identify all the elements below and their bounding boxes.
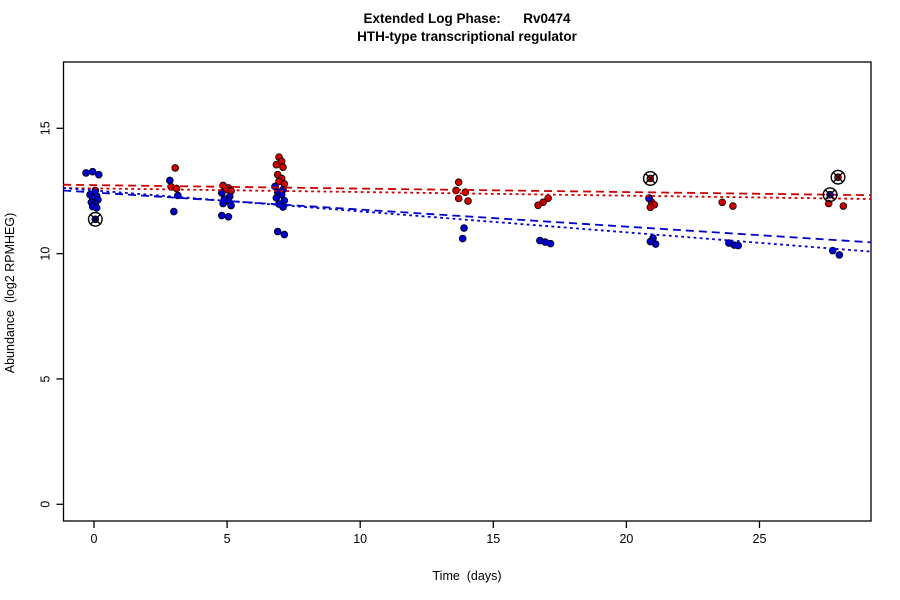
outlier-cross bbox=[645, 173, 656, 184]
chart-subtitle: HTH-type transcriptional regulator bbox=[357, 29, 578, 44]
data-point-condition-blue bbox=[92, 203, 101, 212]
data-point-condition-red bbox=[454, 178, 463, 187]
x-tick-label: 5 bbox=[224, 532, 231, 546]
data-point-condition-red bbox=[729, 202, 737, 210]
data-point-condition-blue bbox=[166, 176, 174, 185]
data-point-condition-blue bbox=[94, 170, 103, 179]
trend-line-red-dotted-fit bbox=[63, 187, 872, 200]
x-tick-label: 25 bbox=[753, 532, 767, 546]
data-point-condition-blue bbox=[651, 240, 660, 248]
outlier-cross bbox=[90, 213, 101, 225]
plot-layer: 0 5 10 15 20 25 0 5 10 15 bbox=[39, 61, 872, 546]
x-tick-label: 0 bbox=[91, 532, 98, 546]
outlier-ring bbox=[642, 170, 658, 186]
trend-line-blue-dashed-fit bbox=[63, 189, 872, 244]
data-point-condition-red bbox=[272, 160, 281, 169]
y-tick-label: 10 bbox=[39, 247, 53, 261]
data-point-condition-red bbox=[171, 164, 179, 172]
data-point-condition-red bbox=[539, 198, 547, 207]
x-tick-label: 15 bbox=[486, 532, 500, 546]
y-tick-label: 5 bbox=[39, 375, 53, 382]
data-point-condition-red bbox=[454, 194, 463, 203]
x-tick-label: 10 bbox=[353, 532, 367, 546]
y-tick-label: 15 bbox=[39, 121, 53, 135]
outlier-cross bbox=[832, 171, 844, 183]
data-point-condition-blue bbox=[224, 212, 233, 221]
trend-line-red-dashed-fit bbox=[63, 183, 872, 197]
data-point-condition-red bbox=[279, 163, 287, 171]
data-point-condition-blue bbox=[734, 241, 743, 250]
data-point-condition-blue bbox=[546, 239, 555, 248]
x-tick-label: 20 bbox=[619, 532, 633, 546]
outlier-cross bbox=[824, 189, 836, 201]
trend-line-blue-dotted-fit bbox=[63, 187, 872, 253]
data-point-condition-blue bbox=[273, 227, 282, 236]
data-point-condition-blue bbox=[280, 230, 289, 239]
outlier-ring bbox=[830, 169, 846, 185]
data-point-condition-blue bbox=[460, 224, 468, 232]
data-point-condition-red bbox=[544, 194, 552, 203]
data-point-condition-red bbox=[464, 197, 472, 205]
data-point-condition-blue bbox=[82, 169, 90, 177]
outlier-ring bbox=[822, 187, 838, 203]
data-point-condition-blue bbox=[458, 234, 467, 243]
x-axis-label: Time (days) bbox=[433, 569, 502, 583]
data-point-condition-blue bbox=[217, 211, 226, 220]
data-point-condition-red bbox=[646, 203, 655, 212]
y-tick-label: 0 bbox=[39, 501, 53, 508]
data-point-condition-red bbox=[839, 202, 848, 210]
data-point-condition-blue bbox=[88, 167, 97, 176]
data-point-condition-blue bbox=[170, 207, 178, 216]
data-point-condition-red bbox=[718, 198, 727, 207]
chart-title: Extended Log Phase: Rv0474 bbox=[363, 11, 571, 26]
plot-box bbox=[62, 61, 872, 522]
data-point-condition-blue bbox=[835, 251, 844, 259]
outlier-ring bbox=[87, 211, 103, 227]
y-axis-label: Abundance (log2 RPMHEG) bbox=[3, 213, 17, 374]
data-point-condition-blue bbox=[227, 201, 235, 210]
